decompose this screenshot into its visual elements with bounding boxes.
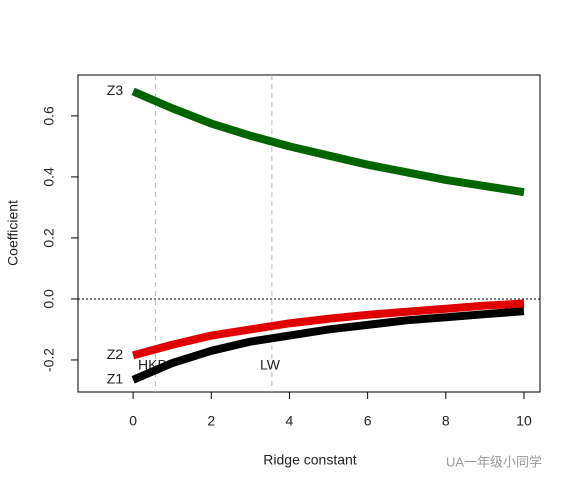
x-tick-label: 2	[207, 413, 215, 429]
x-axis-title: Ridge constant	[263, 452, 357, 468]
x-tick-label: 4	[286, 413, 294, 429]
series-label: Z2	[107, 346, 124, 362]
reference-label: LW	[260, 357, 281, 373]
y-tick-label: 0.6	[41, 106, 57, 126]
y-tick-label: -0.2	[41, 348, 57, 372]
watermark: UA一年级小同学	[446, 454, 542, 469]
x-tick-label: 6	[364, 413, 372, 429]
y-tick-label: 0.2	[41, 228, 57, 248]
y-tick-label: 0.4	[41, 167, 57, 187]
x-tick-label: 8	[442, 413, 450, 429]
series-label: Z1	[107, 370, 124, 386]
series-label: Z3	[107, 82, 124, 98]
y-axis-title: Coefficient	[5, 200, 21, 266]
x-tick-label: 0	[129, 413, 137, 429]
series-line	[131, 307, 525, 384]
plot-frame	[77, 74, 541, 393]
x-tick-label: 10	[516, 413, 532, 429]
series-line	[132, 299, 525, 360]
series-line	[131, 87, 525, 197]
y-tick-label: 0.0	[41, 289, 57, 309]
